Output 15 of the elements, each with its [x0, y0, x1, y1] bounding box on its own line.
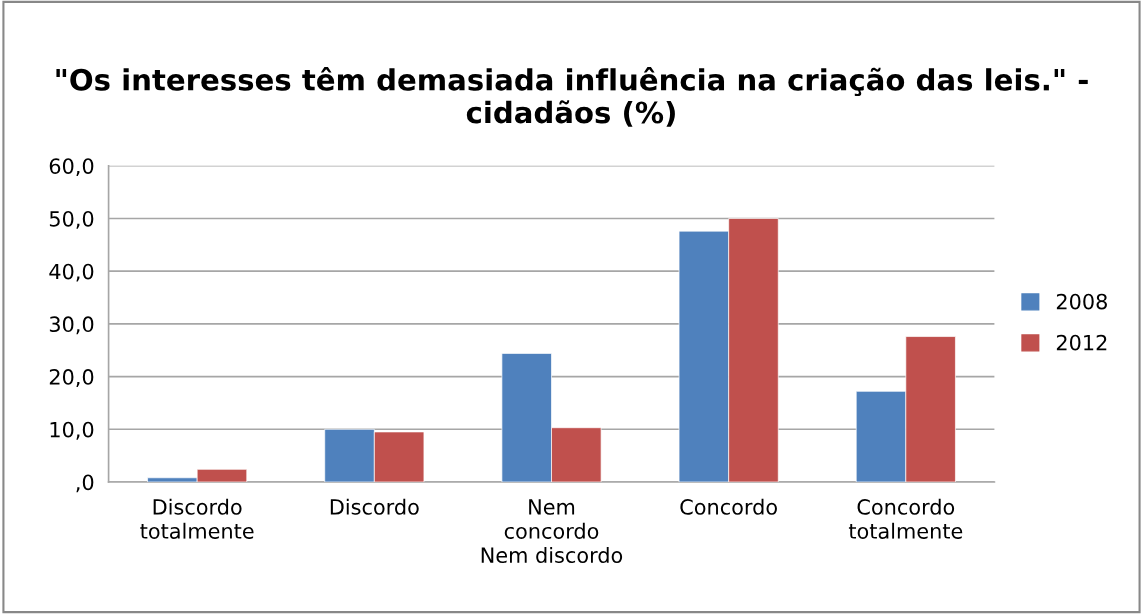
y-tick-label: 30,0 [49, 316, 94, 335]
legend-label: 2012 [1056, 334, 1107, 351]
x-tick-label: Discordo [330, 498, 419, 515]
x-tick-label: Concordo totalmente [848, 498, 963, 539]
chart-title: "Os interesses têm demasiada influência na criação das leis." - cidadãos (%) [56, 67, 1088, 127]
y-tick-label: 50,0 [49, 210, 94, 229]
y-tick-label: 60,0 [49, 158, 94, 177]
legend-label: 2008 [1056, 293, 1107, 310]
y-tick-label: ,0 [76, 474, 94, 493]
x-tick-label: Concordo [680, 498, 777, 515]
y-tick-label: 10,0 [50, 421, 94, 440]
x-tick-label: Discordo totalmente [140, 498, 254, 539]
y-tick-label: 20,0 [49, 369, 94, 387]
y-tick-label: 40,0 [49, 263, 94, 282]
x-tick-label: Nem concordo Nem discordo [481, 499, 623, 564]
